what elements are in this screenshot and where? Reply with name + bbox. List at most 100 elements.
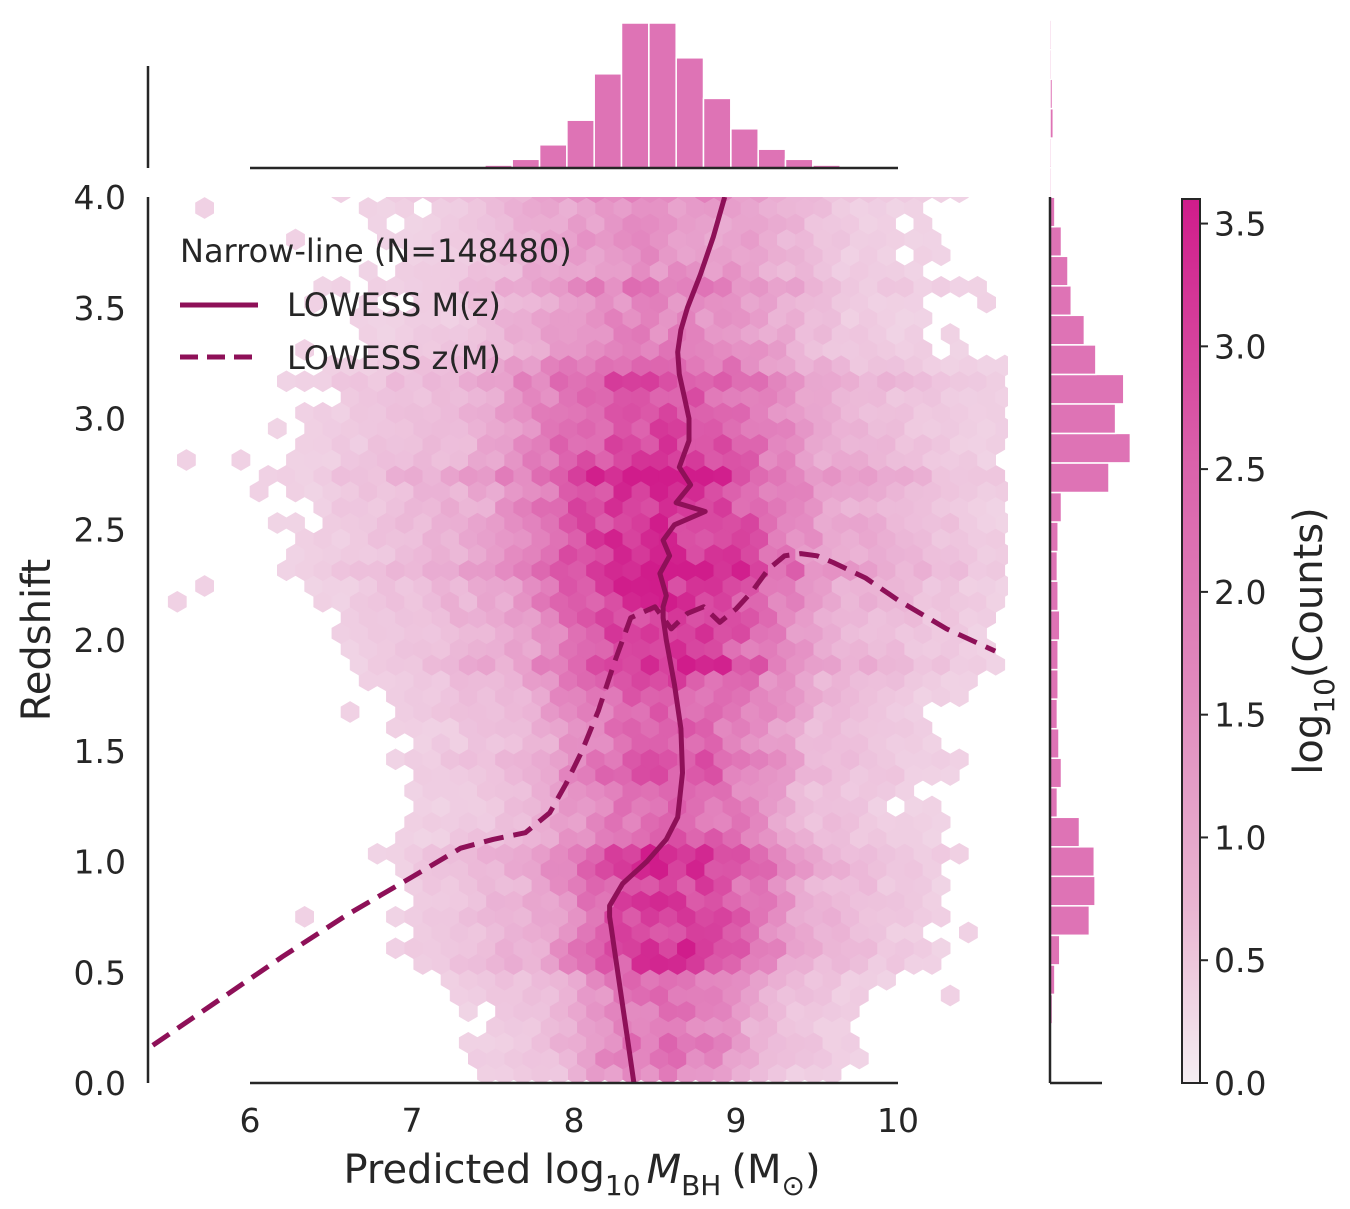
colorbar-tick-label: 3.0 [1214,327,1266,366]
colorbar-label: log10(Counts) [1286,507,1341,774]
marginal-x-bar [593,73,623,169]
legend-entry-dashed: LOWESS z(M) [287,339,501,377]
hex-cell [549,197,569,204]
marginal-y-bar [1049,727,1060,759]
hex-cell [940,323,960,345]
marginal-y-bar [1049,107,1055,139]
marginal-y-bar [1049,816,1081,848]
hex-cell [931,197,951,204]
y-tick-label: 1.0 [74,843,126,882]
x-tick-label: 9 [726,1101,747,1140]
hex-cell [477,197,496,204]
marginal-x-bar [675,57,705,169]
marginal-x-bar [702,97,732,169]
marginal-x-bar [784,158,814,169]
legend: Narrow-line (N=148480) LOWESS M(z) LOWES… [180,232,572,377]
marginal-y-bar [1049,344,1097,376]
y-tick-label: 4.0 [74,178,126,217]
hexbin-density [167,197,1008,1083]
marginal-y-bar [1049,491,1063,523]
hex-cell [358,260,378,282]
marginal-y-bar [1049,0,1052,21]
hex-cell [286,512,305,534]
hex-cell [286,228,305,251]
colorbar-tick-label: 0.0 [1214,1064,1266,1103]
marginal-histogram-x [484,22,841,169]
hex-cell [267,512,287,534]
marginal-y-bar [1049,78,1054,110]
hex-cell [995,354,1008,377]
colorbar-tick-label: 1.0 [1214,818,1266,857]
marginal-x-bar [648,22,677,169]
hex-cell [604,197,624,204]
x-tick-labels: 6 7 8 9 10 [240,1101,920,1140]
hex-cell [458,197,478,204]
hex-cell [804,197,824,204]
colorbar-tick-label: 2.5 [1214,450,1266,489]
marginal-y-bar [1049,314,1086,346]
hex-cell [195,197,214,219]
hex-cell [586,197,606,204]
y-tick-label: 0.5 [74,953,126,992]
hex-cell [949,842,969,865]
hex-cell [495,197,515,204]
marginal-x-bar [620,22,650,169]
lowess-m-of-z-line [607,197,728,1083]
colorbar-tick-label: 1.5 [1214,696,1266,735]
hex-cell [949,197,969,204]
hex-cell [749,197,769,204]
marginal-y-bar [1049,137,1053,169]
x-tick-label: 10 [877,1101,919,1140]
marginal-y-bar [1049,225,1063,257]
y-axis-label: Redshift [14,559,60,721]
hex-cell [331,275,351,298]
marginal-x-bar [538,144,568,169]
y-tick-labels: 0.0 0.5 1.0 1.5 2.0 2.5 3.0 3.5 4.0 [74,178,126,1103]
hex-cell [658,197,678,204]
y-tick-label: 1.5 [74,732,126,771]
marginal-y-bar [1049,48,1053,80]
hex-cell [931,937,951,960]
hex-cell [677,197,696,204]
marginal-y-bar [1049,166,1053,198]
hex-cell [822,197,842,204]
hex-cell [513,197,533,204]
hex-cell [786,197,806,204]
hex-cell [386,937,405,960]
hex-cell [404,197,424,204]
marginal-y-bar [1049,875,1096,907]
y-tick-label: 3.5 [74,289,126,328]
marginal-x-bar [566,119,595,169]
legend-entry-solid: LOWESS M(z) [287,286,501,324]
x-tick-label: 8 [564,1101,585,1140]
hex-cell [367,842,387,865]
hex-cell [858,197,878,204]
hex-cell [931,275,951,298]
marginal-y-bar [1049,19,1053,51]
colorbar-gradient [1181,198,1201,1084]
hex-cell [177,449,196,471]
marginal-y-bar [1049,462,1110,494]
marginal-y-bar [1049,846,1096,878]
hex-cell [895,197,915,204]
hex-cell [422,197,442,204]
marginal-x-bar [730,128,759,169]
hex-cell [840,197,860,204]
hex-cell [877,197,896,204]
x-tick-label: 7 [402,1101,423,1140]
hex-cell [440,197,460,204]
colorbar-tick-label: 0.5 [1214,941,1266,980]
hex-cell [231,449,251,471]
hex-cell [922,795,942,818]
hex-cell [295,905,315,928]
hex-cell [386,197,405,204]
legend-title: Narrow-line (N=148480) [180,232,572,270]
marginal-y-bar [1049,757,1063,789]
y-tick-label: 0.0 [74,1064,126,1103]
hex-cell [958,921,978,944]
marginal-x-bar [757,148,787,169]
hex-cell [940,984,960,1007]
colorbar: 0.0 0.5 1.0 1.5 2.0 2.5 3.0 3.5 log10(Counts) [1181,198,1341,1103]
colorbar-tick-label: 3.5 [1214,205,1266,244]
